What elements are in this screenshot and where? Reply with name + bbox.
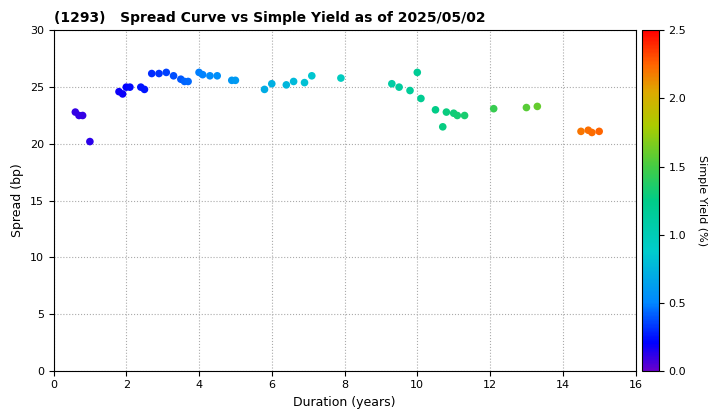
Point [459,112,470,119]
Point [306,72,318,79]
Point [179,78,190,85]
Point [204,72,216,79]
Point [135,84,147,90]
Point [441,109,452,116]
Point [153,70,165,77]
Point [70,109,81,116]
Point [230,77,241,84]
Point [266,80,277,87]
Point [226,77,238,84]
Point [393,84,405,90]
Point [117,91,128,97]
Point [531,103,543,110]
Point [451,112,463,119]
Point [299,79,310,86]
Point [73,112,85,119]
Point [586,129,598,136]
Text: (1293)   Spread Curve vs Simple Yield as of 2025/05/02: (1293) Spread Curve vs Simple Yield as o… [53,11,485,25]
Point [168,72,179,79]
Point [120,84,132,90]
Point [124,84,135,90]
Point [593,128,605,135]
Point [582,127,594,134]
Point [386,80,397,87]
Point [521,104,532,111]
Point [197,71,208,78]
Point [77,112,89,119]
Point [288,78,300,85]
X-axis label: Duration (years): Duration (years) [293,396,396,409]
Point [84,138,96,145]
Point [404,87,415,94]
Point [193,69,204,76]
Point [412,69,423,76]
Point [281,81,292,88]
Point [258,86,270,93]
Point [415,95,427,102]
Point [161,69,172,76]
Point [182,78,194,85]
Point [437,123,449,130]
Point [575,128,587,135]
Point [139,86,150,93]
Point [146,70,158,77]
Point [175,76,186,83]
Y-axis label: Spread (bp): Spread (bp) [11,164,24,237]
Point [113,88,125,95]
Point [488,105,500,112]
Y-axis label: Simple Yield (%): Simple Yield (%) [697,155,707,246]
Point [212,72,223,79]
Point [430,106,441,113]
Point [335,75,346,81]
Point [448,110,459,117]
